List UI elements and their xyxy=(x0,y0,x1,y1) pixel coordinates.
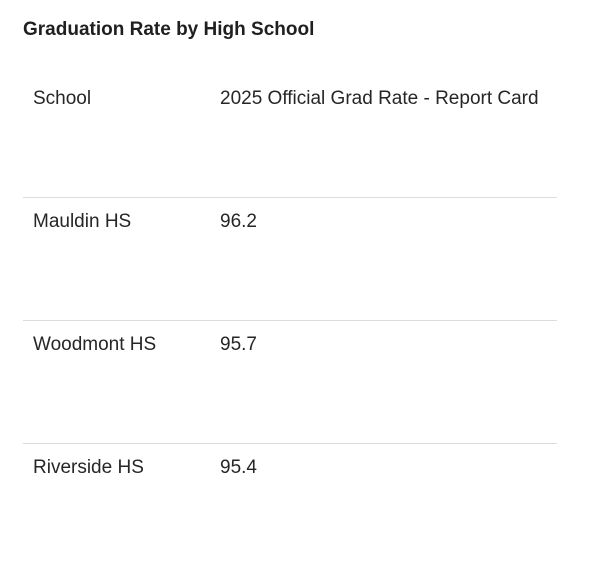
school-name: Mauldin HS xyxy=(33,211,132,232)
grad-rate-value: 95.4 xyxy=(220,457,257,478)
header-school: School xyxy=(33,88,92,109)
grad-rate-value: 96.2 xyxy=(220,211,257,232)
page: Graduation Rate by High School School 20… xyxy=(23,19,557,478)
graduation-rate-table: School 2025 Official Grad Rate - Report … xyxy=(23,74,557,566)
table-row: Woodmont HS 95.7 xyxy=(23,320,557,443)
table-row: Mauldin HS 96.2 xyxy=(23,197,557,320)
grad-rate-value: 95.7 xyxy=(220,334,257,355)
table-header-row: School 2025 Official Grad Rate - Report … xyxy=(23,74,557,197)
header-grad-rate: 2025 Official Grad Rate - Report Card xyxy=(220,88,539,109)
school-name: Riverside HS xyxy=(33,457,144,478)
table-row: Riverside HS 95.4 xyxy=(23,443,557,566)
page-title: Graduation Rate by High School xyxy=(23,19,315,40)
school-name: Woodmont HS xyxy=(33,334,157,355)
